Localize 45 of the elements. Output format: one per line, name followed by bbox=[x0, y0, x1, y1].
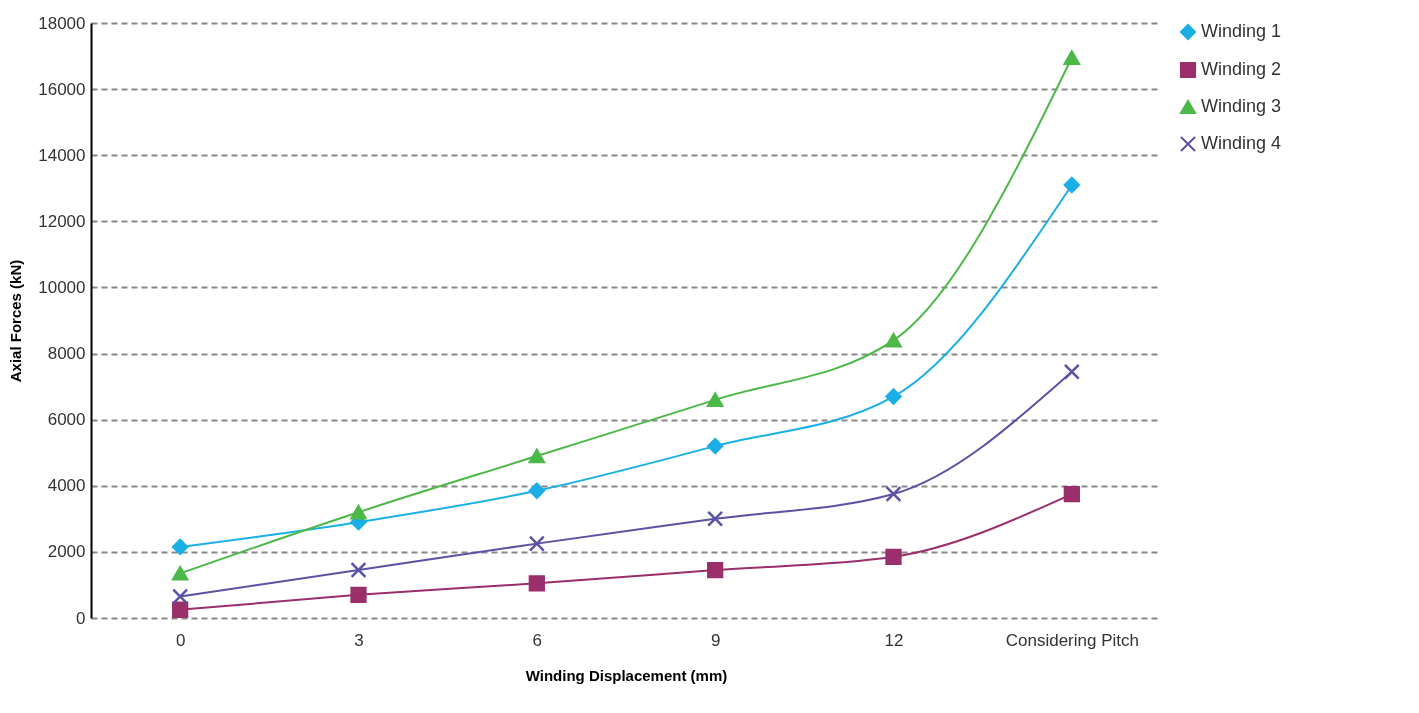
point bbox=[350, 561, 367, 579]
x-tick-label: 6 bbox=[532, 630, 543, 650]
point bbox=[172, 538, 189, 556]
x-tick-label: 3 bbox=[354, 630, 364, 650]
point bbox=[707, 437, 724, 455]
point bbox=[707, 510, 724, 527]
y-tick-label: 8000 bbox=[47, 344, 86, 364]
y-tick-label: 12000 bbox=[38, 211, 86, 231]
point bbox=[172, 566, 189, 581]
legend-label: Winding 4 bbox=[1201, 133, 1282, 153]
point bbox=[172, 588, 189, 605]
point bbox=[885, 548, 902, 565]
point bbox=[885, 485, 902, 503]
legend-label: Winding 3 bbox=[1201, 96, 1282, 116]
y-tick-label: 10000 bbox=[38, 277, 86, 297]
y-tick-label: 14000 bbox=[38, 145, 86, 165]
legend-label: Winding 1 bbox=[1201, 21, 1282, 41]
point bbox=[528, 448, 545, 464]
legend-label: Winding 2 bbox=[1201, 59, 1282, 79]
point bbox=[350, 505, 367, 520]
y-tick-label: 16000 bbox=[38, 79, 86, 99]
point bbox=[528, 482, 545, 499]
point bbox=[707, 561, 724, 579]
y-tick-label: 0 bbox=[76, 608, 86, 628]
point bbox=[172, 601, 189, 618]
y-axis-title: Axial Forces (kN) bbox=[7, 259, 25, 383]
point bbox=[885, 333, 902, 348]
y-tick-label: 4000 bbox=[47, 476, 86, 496]
x-axis-title: Winding Displacement (mm) bbox=[525, 666, 728, 684]
x-tick-label: Considering Pitch bbox=[1005, 630, 1139, 650]
point bbox=[707, 392, 724, 408]
x-tick-label: 12 bbox=[884, 630, 904, 650]
point bbox=[1063, 50, 1080, 65]
point bbox=[528, 535, 545, 552]
x-tick-label: 0 bbox=[175, 630, 186, 650]
point bbox=[885, 388, 902, 405]
y-tick-label: 18000 bbox=[38, 13, 86, 33]
x-tick-label: 9 bbox=[710, 630, 721, 650]
point bbox=[1063, 485, 1080, 503]
y-tick-label: 6000 bbox=[47, 410, 86, 430]
point bbox=[528, 575, 545, 592]
point bbox=[1063, 176, 1080, 194]
y-tick-label: 2000 bbox=[47, 542, 86, 562]
point bbox=[350, 586, 367, 603]
point bbox=[1063, 363, 1080, 380]
